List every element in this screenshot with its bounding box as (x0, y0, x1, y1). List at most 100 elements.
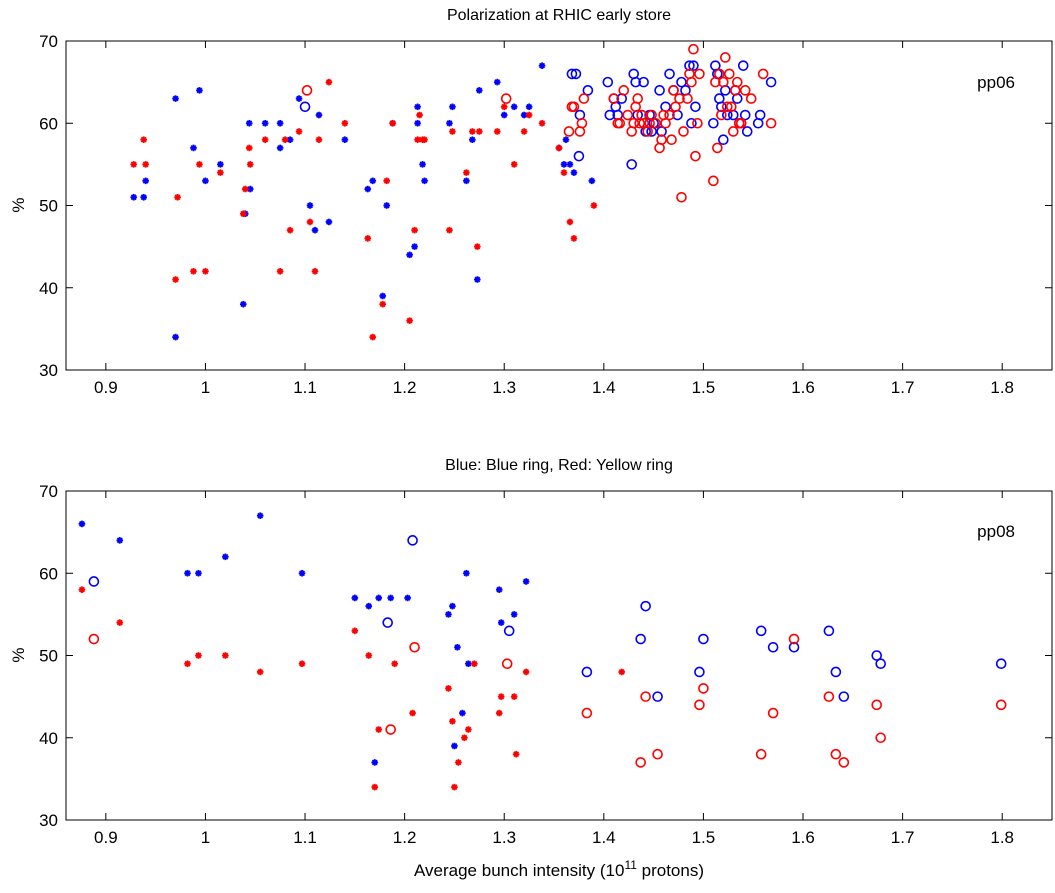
data-point-asterisk (315, 136, 323, 143)
data-point-asterisk (474, 243, 481, 250)
data-point-circle (690, 150, 701, 162)
data-point-circle (581, 707, 593, 719)
data-point-circle (676, 76, 687, 88)
data-point-circle (767, 707, 779, 719)
data-point-circle (745, 93, 757, 104)
data-point-asterisk (245, 144, 253, 152)
data-point-circle (871, 699, 883, 711)
x-tick-label: 1.5 (692, 378, 716, 397)
x-tick-label: 1.8 (990, 378, 1014, 397)
data-point-asterisk (525, 111, 533, 119)
data-point-circle (676, 191, 687, 203)
data-point-circle (727, 126, 739, 137)
data-point-circle (640, 600, 651, 612)
data-point-asterisk (451, 783, 458, 791)
data-point-asterisk (512, 750, 520, 758)
data-point-asterisk (560, 169, 568, 176)
data-point-asterisk (256, 668, 264, 676)
data-point-asterisk (261, 136, 269, 143)
data-point-asterisk (409, 709, 416, 717)
data-point-circle (500, 93, 512, 104)
data-point-asterisk (142, 177, 149, 185)
data-point-asterisk (476, 87, 483, 94)
data-point-asterisk (493, 78, 501, 86)
data-point-asterisk (465, 726, 472, 733)
x-tick-label: 1.2 (393, 828, 417, 847)
y-tick-label: 70 (39, 482, 58, 501)
data-point-asterisk (495, 709, 503, 717)
data-point-circle (632, 93, 643, 104)
data-point-asterisk (140, 136, 147, 143)
data-point-circle (674, 93, 685, 104)
y-tick-label: 50 (39, 647, 58, 666)
y-tick-label: 50 (39, 197, 58, 216)
data-point-asterisk (351, 594, 359, 602)
data-point-circle (618, 85, 630, 96)
data-point-asterisk (245, 119, 253, 127)
data-point-circle (682, 93, 693, 104)
data-point-circle (875, 658, 886, 670)
data-point-asterisk (184, 569, 191, 577)
data-point-circle (754, 109, 766, 121)
data-point-asterisk (371, 759, 379, 766)
data-point-circle (664, 109, 675, 121)
y-tick-label: 30 (39, 811, 58, 830)
data-point-asterisk (414, 136, 421, 143)
data-point-asterisk (116, 537, 124, 544)
data-point-asterisk (195, 652, 202, 659)
data-point-asterisk (555, 144, 563, 152)
data-point-circle (646, 109, 657, 121)
chart-title: Polarization at RHIC early store (447, 7, 671, 24)
x-tick-label: 0.9 (94, 378, 118, 397)
data-point-asterisk (421, 136, 428, 143)
data-point-circle (823, 691, 835, 702)
data-point-circle (660, 117, 671, 129)
data-point-circle (686, 76, 697, 88)
data-point-asterisk (455, 759, 462, 766)
data-point-asterisk (325, 78, 333, 86)
data-point-asterisk (222, 652, 229, 659)
data-point-circle (686, 117, 697, 129)
data-point-asterisk (311, 226, 319, 234)
data-point-circle (765, 76, 777, 88)
data-point-circle (995, 658, 1007, 670)
data-point-circle (741, 126, 753, 137)
data-point-asterisk (375, 594, 383, 602)
data-point-asterisk (246, 161, 254, 168)
x-tick-label: 1.3 (492, 828, 516, 847)
chart-panel-pp06: Polarization at RHIC early store pp06 % … (9, 7, 1053, 397)
data-point-asterisk (449, 718, 456, 725)
data-point-asterisk (276, 144, 284, 152)
data-point-asterisk (246, 185, 254, 193)
data-point-asterisk (325, 218, 333, 226)
data-point-asterisk (298, 569, 306, 577)
data-point-asterisk (525, 103, 533, 111)
data-point-asterisk (520, 128, 528, 135)
data-point-circle (739, 85, 751, 96)
data-point-asterisk (445, 685, 452, 692)
data-point-asterisk (538, 62, 546, 69)
data-point-asterisk (469, 136, 476, 143)
data-point-asterisk (449, 602, 456, 610)
data-point-asterisk (566, 161, 574, 168)
data-point-circle (626, 159, 638, 170)
data-point-asterisk (449, 103, 456, 111)
data-point-asterisk (463, 169, 470, 176)
data-point-circle (716, 109, 727, 121)
x-tick-label: 1 (201, 828, 210, 847)
data-point-asterisk (364, 185, 372, 193)
data-point-circle (698, 683, 709, 694)
data-point-asterisk (202, 268, 209, 275)
data-point-circle (301, 85, 313, 96)
x-tick-label: 1.6 (791, 378, 815, 397)
data-point-asterisk (116, 619, 124, 626)
data-point-asterisk (538, 119, 546, 127)
x-tick-label: 1.7 (891, 378, 915, 397)
data-point-circle (788, 633, 800, 645)
data-point-circle (602, 76, 614, 88)
data-point-circle (735, 117, 747, 129)
data-point-asterisk (298, 660, 306, 668)
data-point-asterisk (566, 218, 574, 226)
data-point-asterisk (520, 111, 528, 119)
data-point-asterisk (461, 734, 468, 742)
